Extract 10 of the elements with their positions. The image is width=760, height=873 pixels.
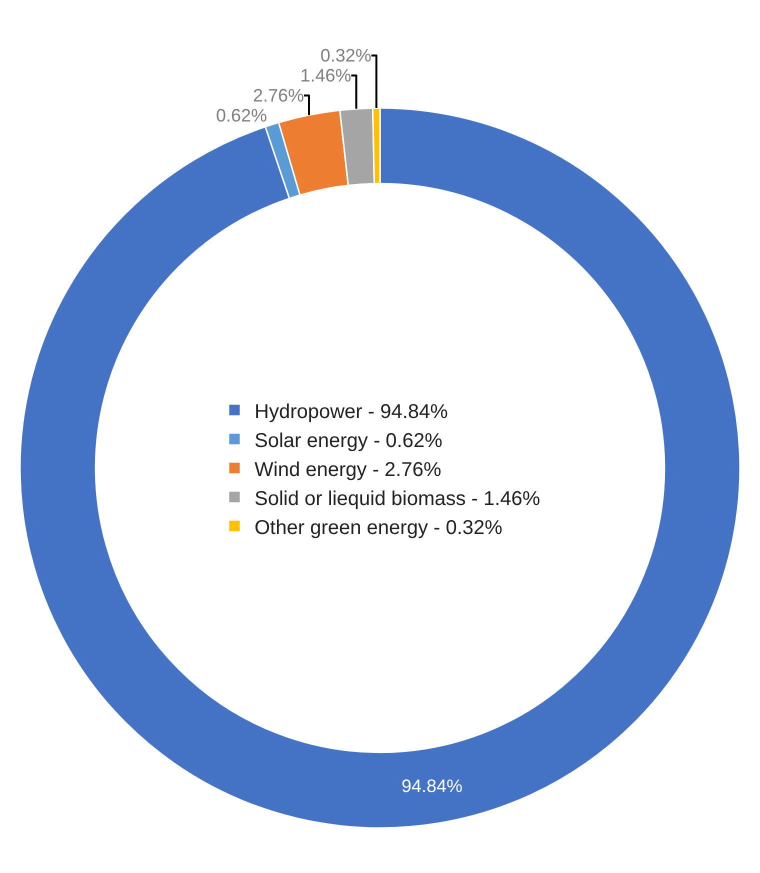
data-label: 2.76% [252, 85, 304, 106]
legend-label: Solid or liequid biomass - 1.46% [254, 488, 540, 510]
legend-label: Hydropower - 94.84% [254, 400, 448, 423]
data-label: 94.84% [401, 776, 463, 796]
data-label: 0.62% [216, 105, 267, 126]
legend-label: Wind energy - 2.76% [254, 458, 442, 481]
legend-label: Solar energy - 0.62% [254, 430, 443, 452]
data-label: 1.46% [300, 65, 352, 86]
legend-label: Other green energy - 0.32% [254, 516, 503, 539]
data-label: 0.32% [320, 45, 372, 66]
